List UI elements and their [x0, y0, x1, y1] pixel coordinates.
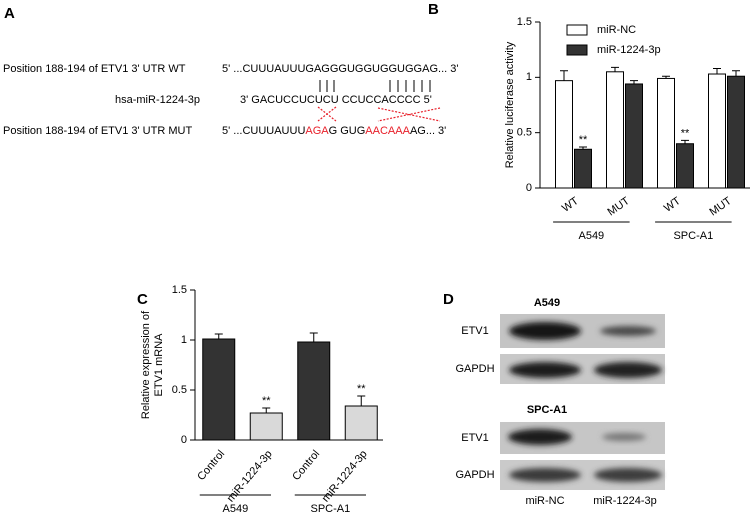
x-tick-label: WT — [662, 195, 683, 215]
bar — [606, 71, 624, 189]
group-label: A549 — [223, 503, 249, 513]
y-tick-label: 0.5 — [517, 127, 532, 139]
blot-row-label: GAPDH — [455, 363, 494, 375]
y-tick-label: 0 — [181, 434, 187, 446]
bar — [202, 338, 236, 441]
lane-label: miR-1224-3p — [593, 495, 657, 507]
y-tick-label: 1 — [181, 334, 187, 346]
row-label: Position 188-194 of ETV1 3' UTR MUT — [3, 125, 192, 137]
bar — [344, 405, 378, 441]
y-tick-label: 1 — [526, 71, 532, 83]
error-bar — [732, 70, 740, 77]
group-label: SPC-A1 — [311, 503, 351, 513]
sequence-segment: 5' ...CUUUAUUUGAGGGUGGUGGUGGAG... 3' — [222, 63, 458, 75]
mutation-crosses — [317, 106, 441, 122]
bar — [727, 75, 745, 189]
bar — [676, 143, 694, 189]
sequence-segment: G GUG — [329, 125, 366, 137]
x-tick-label: WT — [560, 195, 581, 215]
y-tick-label: 1.5 — [517, 16, 532, 28]
significance: ** — [579, 134, 588, 146]
error-bar — [713, 67, 721, 75]
row-label: Position 188-194 of ETV1 3' UTR WT — [3, 63, 186, 75]
panel-label: B — [428, 1, 439, 18]
blot-images — [500, 314, 665, 490]
error-bar — [662, 75, 670, 79]
bar — [657, 77, 675, 189]
blot-title: A549 — [534, 297, 560, 309]
group-label: A549 — [578, 230, 604, 242]
error-bar — [611, 66, 619, 72]
error-bar — [630, 80, 638, 84]
error-bar — [214, 333, 223, 339]
sequence: 5' ...CUUUAUUUAGAG GUGAACAAAAG... 3' — [222, 125, 446, 137]
panel-label: D — [443, 291, 454, 308]
error-bar — [262, 407, 271, 413]
x-tick-label: Control — [195, 448, 227, 483]
row-label: hsa-miR-1224-3p — [115, 94, 200, 106]
group-label: SPC-A1 — [673, 230, 713, 242]
y-tick-label: 1.5 — [172, 284, 187, 296]
legend-swatch — [566, 24, 588, 36]
bar — [297, 341, 331, 441]
sequence-segment: 5' ...CUUUAUUU — [222, 125, 305, 137]
panel-label: A — [4, 5, 15, 22]
x-tick-label: miR-1224-3p — [320, 448, 370, 504]
bar — [708, 73, 726, 189]
bar — [625, 83, 643, 189]
y-axis-label: Relative luciferase activity — [504, 41, 516, 168]
panel-label: C — [137, 291, 148, 308]
error-bar — [681, 139, 689, 144]
bar — [555, 80, 573, 189]
significance: ** — [357, 383, 366, 395]
blot-row-label: ETV1 — [461, 325, 489, 337]
x-tick-label: miR-1224-3p — [225, 448, 275, 504]
error-bar — [357, 395, 366, 406]
sequence-segment: AACAAA — [365, 125, 410, 137]
x-tick-label: MUT — [707, 195, 734, 219]
sequence-segment: AGA — [305, 125, 329, 137]
y-axis-label: Relative expression of — [140, 310, 152, 419]
blot-row-label: ETV1 — [461, 432, 489, 444]
sequence: 3' GACUCCUCUCU CCUCCACCCC 5' — [240, 94, 432, 106]
blot-title: SPC-A1 — [527, 404, 567, 416]
x-tick-label: MUT — [605, 195, 632, 219]
pairing-lines — [319, 80, 431, 92]
blot-row-label: GAPDH — [455, 469, 494, 481]
legend-label: miR-1224-3p — [597, 44, 661, 56]
legend-swatch — [566, 44, 588, 56]
sequence: 5' ...CUUUAUUUGAGGGUGGUGGUGGAG... 3' — [222, 63, 458, 75]
y-tick-label: 0.5 — [172, 384, 187, 396]
legend-label: miR-NC — [597, 24, 636, 36]
significance: ** — [681, 127, 690, 139]
significance: ** — [262, 395, 271, 407]
y-axis-label: ETV1 mRNA — [153, 333, 165, 397]
error-bar — [579, 146, 587, 150]
error-bar — [309, 332, 318, 342]
y-tick-label: 0 — [526, 182, 532, 194]
x-tick-label: Control — [290, 448, 322, 483]
bar — [574, 148, 592, 189]
lane-label: miR-NC — [525, 495, 564, 507]
error-bar — [560, 70, 568, 81]
sequence-segment: 3' GACUCCUCUCU CCUCCACCCC 5' — [240, 94, 432, 106]
sequence-segment: AG... 3' — [410, 125, 446, 137]
bar — [249, 412, 283, 441]
